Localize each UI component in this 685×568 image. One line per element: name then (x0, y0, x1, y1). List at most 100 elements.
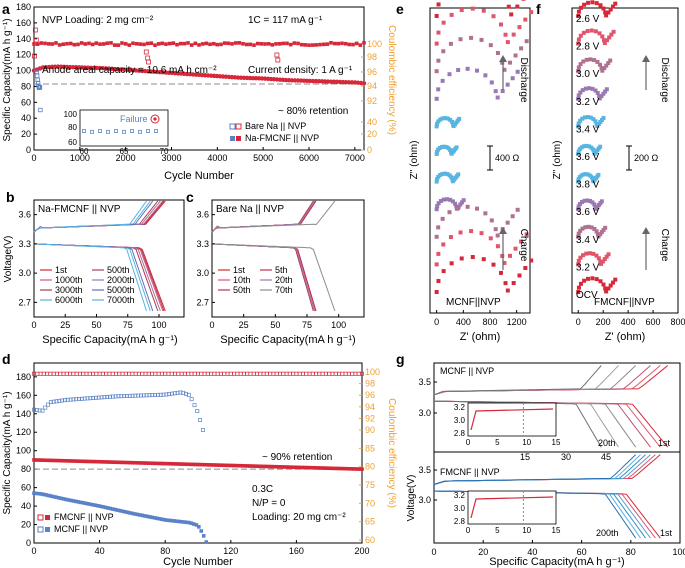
d-fmcnf-ce-point (343, 371, 348, 376)
d-fmcnf-capacity-point (338, 466, 342, 471)
d-mcnf-ce-point (40, 408, 45, 413)
a-ce-point (43, 41, 47, 46)
d-fmcnf-capacity-point (204, 462, 208, 467)
a-ce-point (362, 40, 366, 45)
d-mcnf-capacity-point (160, 517, 164, 522)
a-ce-outlier (274, 52, 280, 58)
eis-point (582, 2, 587, 7)
d-mcnf-ce-point (170, 391, 174, 396)
a-ce-point (354, 41, 359, 46)
d-mcnf-capacity-point (115, 508, 120, 512)
d-fmcnf-capacity-point (253, 464, 258, 468)
panel-letter-e: e (396, 1, 404, 17)
eis-point (579, 200, 584, 205)
d-fmcnf-capacity-point (283, 465, 288, 469)
d-fmcnf-ce-point (179, 371, 184, 376)
eis-point (503, 281, 508, 286)
a-bare-point (34, 69, 39, 75)
eis-point (483, 73, 488, 78)
a-ce-point (167, 41, 172, 46)
eis-point (459, 8, 464, 13)
d-mcnf-ce-point (141, 393, 146, 398)
d-fmcnf-capacity-point (160, 461, 165, 466)
profile-legend-label: 3000th (55, 285, 83, 295)
g-ytick-label: 3.0 (418, 495, 431, 505)
d-mcnf-capacity-point (44, 493, 49, 497)
eis-point (611, 29, 616, 34)
a-ce-point (237, 41, 242, 45)
panel-a-legend-fmcnf-marker (230, 136, 235, 141)
panel-e-discharge-label: Discharge (518, 57, 529, 102)
d-y2tick-label: 75 (365, 480, 375, 490)
d-fmcnf-capacity-point (231, 463, 236, 468)
d-fmcnf-capacity-point (157, 461, 162, 466)
g-bottom-inset-ytick: 3.2 (454, 491, 466, 500)
d-mcnf-ce-point (63, 398, 67, 403)
d-mcnf-capacity-point (187, 520, 191, 525)
g-top-inset-ytick: 2.8 (454, 429, 466, 438)
eis-point (604, 87, 609, 92)
a-ce-point (116, 43, 121, 47)
d-y2tick-label: 70 (365, 498, 375, 508)
eis-point (606, 252, 611, 257)
eis-point (598, 259, 603, 264)
eis-point (434, 14, 439, 18)
profile-xtick-label: 100 (331, 320, 346, 330)
g-bottom-inset-frame (467, 490, 557, 525)
eis-point (600, 34, 605, 39)
eis-point (595, 123, 600, 128)
d-fmcnf-capacity-point (272, 464, 277, 469)
eis-point (578, 62, 583, 67)
eis-point (510, 76, 515, 81)
eis-point (470, 6, 475, 11)
a-inset-point (154, 129, 158, 133)
eis-point (578, 118, 583, 123)
d-mcnf-capacity-point (74, 499, 78, 504)
eis-point (606, 286, 611, 291)
d-fmcnf-capacity-point (234, 463, 239, 468)
d-fmcnf-ce-point (91, 371, 95, 376)
d-fmcnf-ce-point (261, 371, 266, 376)
eis-point (596, 121, 601, 126)
panel-d-ylabel: Specific Capacity(mA h g⁻¹) (2, 391, 13, 514)
d-mcnf-capacity-point (140, 513, 145, 518)
a-ce-point (285, 41, 289, 46)
d-fmcnf-ce-point (74, 371, 79, 376)
a-ce-point (329, 41, 333, 45)
f-voltage-label: 3.4 V (576, 235, 600, 246)
eis-xtick-label: 0 (576, 317, 581, 327)
a-ce-point (299, 42, 304, 47)
eis-point (498, 22, 503, 27)
d-mcnf-capacity-point (51, 494, 56, 499)
a-inset-point (98, 129, 102, 133)
d-fmcnf-ce-point (205, 371, 210, 376)
panel-a-failure-dot (153, 117, 157, 121)
d-fmcnf-capacity-point (302, 465, 307, 470)
eis-point (576, 65, 581, 70)
d-fmcnf-capacity-point (122, 460, 126, 465)
d-mcnf-ce-point (68, 397, 73, 402)
eis-point (610, 4, 615, 9)
panel-a-legend-fmcnf-marker-2 (236, 136, 241, 141)
d-fmcnf-capacity-point (116, 460, 121, 465)
d-fmcnf-ce-point (68, 371, 73, 376)
eis-point (448, 147, 453, 152)
panel-a-failure-marker (150, 114, 160, 124)
eis-point (594, 253, 599, 258)
panel-g-top-last-cycle: 20th (598, 438, 616, 448)
eis-point (583, 172, 588, 177)
a-ce-outlier (145, 55, 151, 61)
a-ce-point (266, 42, 271, 46)
profile-legend-label: 5000th (107, 285, 135, 295)
d-fmcnf-ce-point (120, 371, 125, 376)
a-ce-point (189, 43, 194, 47)
d-mcnf-ce-point (113, 394, 118, 399)
d-fmcnf-capacity-point (278, 465, 282, 469)
g-top-inset-xtick: 5 (495, 438, 500, 447)
f-voltage-label: 3.4 V (576, 124, 600, 135)
profile-ytick-label: 3.6 (196, 210, 209, 220)
d-fmcnf-ce-point (274, 371, 279, 376)
panel-d-legend-mcnf-marker-2 (45, 527, 50, 532)
d-fmcnf-ce-point (189, 371, 194, 376)
eis-point (576, 37, 581, 42)
